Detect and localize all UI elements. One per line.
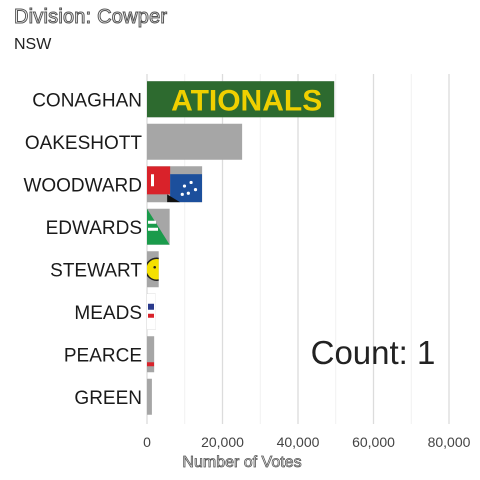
party-logo <box>147 208 170 245</box>
x-axis-label: Number of Votes <box>182 454 301 471</box>
bar <box>147 378 152 415</box>
x-tick-label: 40,000 <box>277 434 320 450</box>
count-label: Count: 1 <box>311 334 436 371</box>
category-label: GREEN <box>74 388 142 409</box>
category-label: CONAGHAN <box>32 90 142 111</box>
category-label: EDWARDS <box>46 218 142 239</box>
bar-edwards <box>147 208 170 245</box>
bar <box>147 336 155 373</box>
party-logo <box>147 293 156 330</box>
bar <box>147 123 243 160</box>
party-logo <box>147 362 155 367</box>
party-logo <box>147 257 159 281</box>
category-label: WOODWARD <box>23 175 142 196</box>
bar-oakeshott <box>147 123 243 160</box>
bar-conaghan: ATIONALS <box>147 81 335 118</box>
x-tick-label: 20,000 <box>201 434 244 450</box>
chart-subtitle: NSW <box>14 36 52 53</box>
party-logo <box>147 166 203 203</box>
bar-stewart <box>147 251 159 288</box>
x-tick-label: 80,000 <box>428 434 471 450</box>
category-label: PEARCE <box>64 345 142 366</box>
chart-title: Division: Cowper <box>13 6 168 29</box>
party-logo: ATIONALS <box>147 81 335 118</box>
bar-meads <box>147 293 156 330</box>
category-label: STEWART <box>50 260 142 281</box>
bar-green <box>147 378 152 415</box>
bar-woodward <box>147 166 203 203</box>
x-tick-label: 0 <box>143 434 151 450</box>
logo-text: ATIONALS <box>171 84 322 117</box>
bar-pearce <box>147 336 155 373</box>
category-label: OAKESHOTT <box>25 133 143 154</box>
x-tick-label: 60,000 <box>352 434 395 450</box>
category-label: MEADS <box>74 303 142 324</box>
